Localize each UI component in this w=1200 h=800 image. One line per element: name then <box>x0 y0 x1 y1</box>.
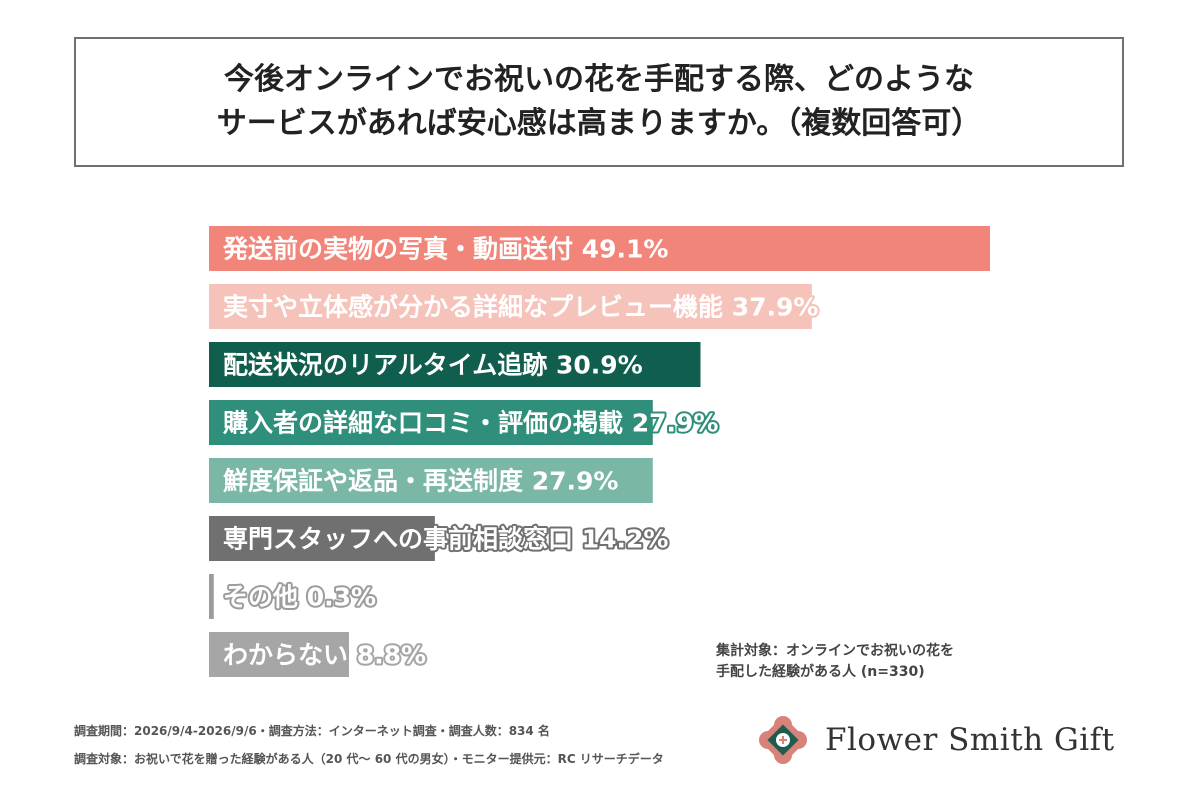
bar-4 <box>209 400 653 445</box>
category-label-3: 配送状況のリアルタイム追跡 <box>223 351 556 380</box>
category-label-8: わからない <box>223 641 357 670</box>
bar-label-1: 発送前の実物の写真・動画送付 49.1% <box>222 235 668 264</box>
bar-label-4: 購入者の詳細な口コミ・評価の掲載 27.9% <box>223 409 718 438</box>
brand-name: Flower Smith Gift <box>825 722 1115 758</box>
bar-5 <box>209 458 653 503</box>
survey-target-note: 調査対象：お祝いで花を贈った経験がある人（20 代〜 60 代の男女）・モニター… <box>74 752 664 766</box>
value-label-1: 49.1% <box>582 235 669 264</box>
bar-label-3: 配送状況のリアルタイム追跡 30.9% <box>223 351 643 380</box>
value-label-7: 0.3% <box>307 583 376 612</box>
bar-label-8: わからない 8.8% <box>223 641 426 670</box>
bar-label-2: 実寸や立体感が分かる詳細なプレビュー機能 37.9% <box>223 293 818 322</box>
bar-8 <box>209 632 349 677</box>
category-label-5: 鮮度保証や返品・再送制度 <box>223 467 532 496</box>
category-label-2: 実寸や立体感が分かる詳細なプレビュー機能 <box>223 293 732 322</box>
bar-3 <box>209 342 701 387</box>
sample-note-line-1: 集計対象：オンラインでお祝いの花を <box>716 643 954 659</box>
bar-label-7: その他 0.3% <box>223 583 376 612</box>
bar-chart: 発送前の実物の写真・動画送付 49.1% 実寸や立体感が分かる詳細なプレビュー機能… <box>209 226 990 677</box>
chart-title-line-2: サービスがあれば安心感は高まりますか。（複数回答可） <box>216 106 982 141</box>
category-label-4: 購入者の詳細な口コミ・評価の掲載 <box>223 409 632 438</box>
value-label-6: 14.2% <box>582 525 669 554</box>
sample-note-line-2: 手配した経験がある人 (n=330) <box>716 664 925 680</box>
value-label-5: 27.9% <box>532 467 619 496</box>
sample-note: 集計対象：オンラインでお祝いの花を 手配した経験がある人 (n=330) <box>716 641 954 683</box>
title-box: 今後オンラインでお祝いの花を手配する際、どのような サービスがあれば安心感は高ま… <box>74 37 1124 167</box>
bar-label-5: 鮮度保証や返品・再送制度 27.9% <box>223 467 618 496</box>
bar-6 <box>209 516 435 561</box>
category-label-7: その他 <box>223 583 307 612</box>
flower-emblem-icon <box>759 716 807 764</box>
value-label-4: 27.9% <box>632 409 719 438</box>
category-label-6: 専門スタッフへの事前相談窓口 <box>223 525 582 554</box>
survey-period-note: 調査期間：2026/9/4-2026/9/6・調査方法：インターネット調査・調査… <box>74 724 550 738</box>
brand-logo: Flower Smith Gift <box>755 712 1115 768</box>
value-label-3: 30.9% <box>556 351 643 380</box>
chart-title-line-1: 今後オンラインでお祝いの花を手配する際、どのような <box>224 62 974 97</box>
bar-2 <box>209 284 812 329</box>
bar-1 <box>209 226 990 271</box>
value-label-8: 8.8% <box>357 641 426 670</box>
bar-label-6: 専門スタッフへの事前相談窓口 14.2% <box>223 525 668 554</box>
category-label-1: 発送前の実物の写真・動画送付 <box>222 235 582 264</box>
value-label-2: 37.9% <box>732 293 819 322</box>
bar-7 <box>209 574 214 619</box>
